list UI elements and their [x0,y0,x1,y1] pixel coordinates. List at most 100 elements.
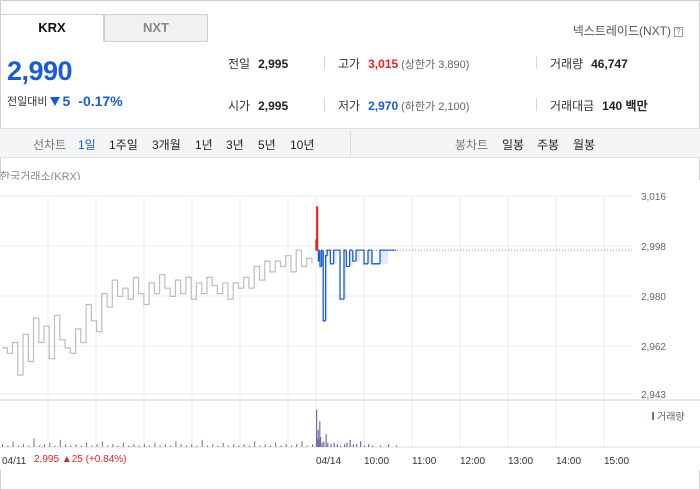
volume-bar [175,441,177,447]
nextrade-label[interactable]: 넥스트레이드(NXT) [572,24,671,38]
today-price-segment [322,250,326,322]
x-tick-label: 11:00 [412,456,437,467]
period-1d[interactable]: 1일 [78,138,96,152]
volume-bar [107,445,109,447]
volume-bars: 거래량 [2,409,685,447]
volume-bar [70,445,72,447]
stat-open: 시가 2,995 [228,97,288,114]
volume-bar [222,442,224,447]
volume-bar [275,442,277,447]
today-price-segment [352,250,356,262]
change-amount: 5 [62,93,71,109]
stat-low: 저가 2,970 (하한가 2,100) [338,97,469,114]
volume-bar [321,442,323,447]
stat-prev-close: 전일 2,995 [228,55,288,72]
volume-bar [159,445,161,447]
prev-day-percent: (+0.84%) [85,454,127,465]
volume-bar [75,444,77,447]
volume-bar [191,444,193,447]
volume-bar [133,444,135,447]
stat-label: 저가 [338,99,361,113]
price-chart[interactable]: 3,016 2,998 2,980 2,962 2,943 거래량 04/11 04/14… [0,180,700,470]
volume-bar [7,445,9,447]
price-change: 전일대비 5 -0.17% [7,93,123,109]
today-price-segment [326,249,331,256]
help-icon[interactable]: ? [674,27,683,37]
stat-value: 3,015 [368,57,399,71]
volume-bar [330,444,332,447]
tab-nxt[interactable]: NXT [104,14,208,42]
volume-bar [185,445,187,447]
volume-bar [316,409,318,447]
candle-weekly[interactable]: 주봉 [537,138,560,152]
chart-grid [0,180,700,470]
volume-bar [17,445,19,447]
volume-bar [285,444,287,447]
today-price-segment [339,250,344,300]
candle-daily[interactable]: 일봉 [502,138,525,152]
candle-monthly[interactable]: 월봉 [573,138,596,152]
x-tick-label: 04/11 [2,456,27,467]
stat-label: 거래대금 [550,99,595,113]
y-tick-label: 2,998 [641,242,666,253]
volume-bar [201,439,203,447]
stat-volume: 거래량 46,747 [550,55,628,72]
period-1y[interactable]: 1년 [195,138,213,152]
volume-bar [143,444,145,447]
x-tick-label: 14:00 [556,456,581,467]
volume-bar [233,444,235,447]
tab-krx[interactable]: KRX [0,14,104,42]
volume-bar [352,444,354,447]
volume-bar [122,442,124,447]
volume-bar [301,441,303,447]
x-tick-label: 10:00 [364,456,389,467]
stat-amount: 거래대금 140 백만 [550,97,648,114]
current-price: 2,990 [7,56,73,86]
upper-limit: (상한가 3,890) [401,59,470,71]
volume-bar [280,445,282,447]
volume-bar [340,445,342,447]
volume-bar [33,438,35,447]
today-price-segment [363,250,368,265]
y-axis-ticks: 3,016 2,998 2,980 2,962 2,943 [641,192,666,401]
period-10y[interactable]: 10년 [290,138,315,152]
volume-bar [128,445,130,447]
volume-bar [91,445,93,447]
period-3y[interactable]: 3년 [226,138,244,152]
x-tick-label: 12:00 [460,456,485,467]
volume-bar [196,445,198,447]
stat-value: 2,970 [368,99,399,113]
volume-bar [318,439,320,447]
divider [324,56,325,69]
volume-bar [12,441,14,447]
volume-bar [112,444,114,447]
volume-bar [212,444,214,447]
volume-bar [346,442,348,447]
volume-bar [117,445,119,447]
volume-bar [206,445,208,447]
prev-day-line [2,249,313,376]
volume-bar [238,445,240,447]
y-tick-label: 2,980 [641,292,666,303]
volume-bar [86,442,88,447]
market-tabs: KRX NXT [0,14,208,42]
volume-bar [23,444,24,447]
x-tick-label: 15:00 [604,456,629,467]
volume-bar [372,445,374,447]
volume-bar [356,444,358,447]
down-arrow-icon [50,96,61,106]
volume-bar [270,445,271,447]
period-3m[interactable]: 3개월 [152,138,181,152]
stat-label: 고가 [338,57,361,71]
stat-value: 46,747 [591,57,628,71]
volume-bar [149,445,151,447]
lower-limit: (하한가 2,100) [401,101,470,113]
stat-high: 고가 3,015 (상한가 3,890) [338,55,469,72]
volume-bar [380,445,382,447]
today-price-segment [329,250,334,265]
period-5y[interactable]: 5년 [258,138,276,152]
today-price-segment [332,249,337,264]
period-1w[interactable]: 1주일 [109,138,138,152]
nextrade-link[interactable]: 넥스트레이드(NXT)? [573,22,683,39]
volume-bar [217,445,219,447]
